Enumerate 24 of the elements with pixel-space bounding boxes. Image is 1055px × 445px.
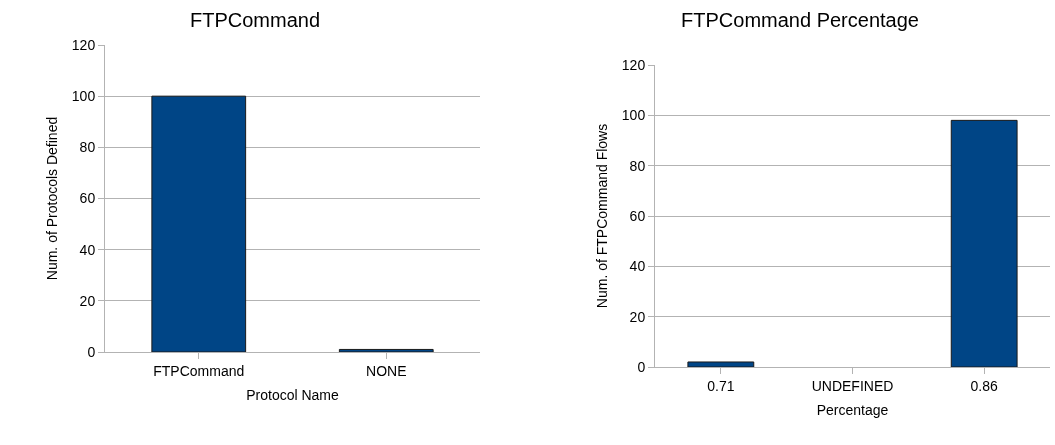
y-tick-label: 0: [87, 343, 96, 360]
x-axis-title: Protocol Name: [246, 387, 340, 404]
y-tick-label: 60: [629, 207, 646, 224]
y-tick-label: 0: [637, 358, 646, 375]
y-tick-label: 80: [79, 139, 96, 156]
y-axis-title: Num. of FTPCommand Flows: [594, 123, 611, 309]
y-tick-label: 60: [79, 190, 96, 207]
y-tick-label: 120: [621, 56, 646, 73]
y-tick-label: 120: [71, 36, 96, 53]
y-axis-title: Num. of Protocols Defined: [44, 116, 61, 281]
y-tick-label: 20: [79, 292, 96, 309]
x-tick-label: NONE: [366, 362, 407, 379]
y-tick-label: 20: [629, 308, 646, 325]
chart-title: FTPCommand Percentage: [681, 9, 919, 32]
chart-title: FTPCommand: [189, 9, 321, 32]
y-tick-label: 80: [629, 157, 646, 174]
y-tick-label: 100: [71, 88, 96, 105]
x-tick-label: 0.71: [707, 377, 735, 394]
x-axis-title: Percentage: [816, 402, 889, 419]
x-tick-label: 0.86: [970, 377, 999, 394]
y-tick-label: 100: [621, 107, 646, 124]
y-tick-label: 40: [629, 258, 646, 275]
y-tick-label: 40: [79, 241, 96, 258]
x-tick-label: UNDEFINED: [811, 377, 894, 394]
